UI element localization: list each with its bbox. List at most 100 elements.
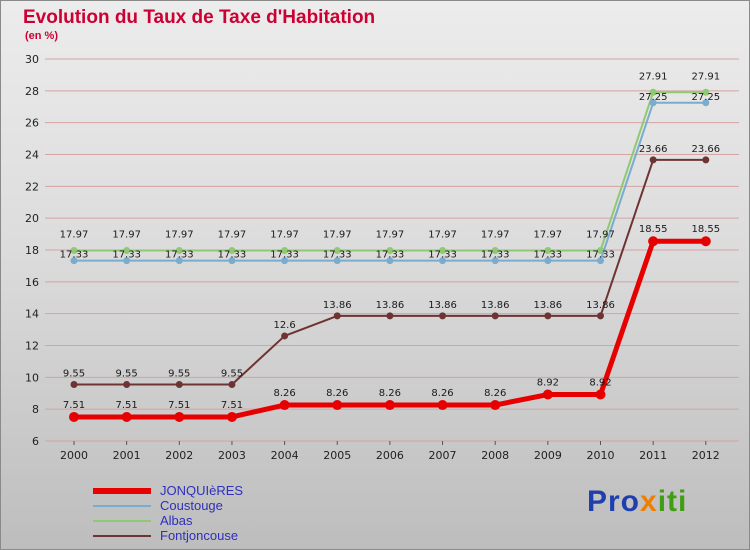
x-tick-label: 2001 — [113, 449, 141, 462]
data-point — [649, 156, 657, 164]
data-label: 17.33 — [481, 250, 510, 261]
data-point — [702, 88, 710, 96]
data-label: 9.55 — [168, 368, 190, 379]
series-line — [73, 158, 707, 386]
data-point — [384, 400, 395, 411]
x-tick-label: 2006 — [376, 449, 404, 462]
data-point — [333, 312, 341, 320]
taxe-habitation-chart: 6 8 10 12 14 16 18 20 22 24 26 28 30 2000 2001 2002 2003… — [25, 53, 739, 462]
data-label: 13.86 — [534, 300, 563, 311]
data-label: 18.55 — [691, 224, 720, 235]
y-tick-label: 14 — [25, 308, 39, 321]
data-point — [437, 400, 448, 411]
legend-swatch-albas — [93, 519, 151, 522]
data-point — [332, 400, 343, 411]
data-label: 13.86 — [376, 300, 405, 311]
x-tick-label: 2005 — [323, 449, 351, 462]
data-label: 8.26 — [326, 388, 348, 399]
data-point — [702, 156, 710, 164]
legend-item-coustouge: Coustouge — [93, 498, 243, 513]
data-point — [281, 246, 289, 254]
data-point — [490, 400, 501, 411]
data-label: 17.33 — [218, 250, 247, 261]
data-label: 18.55 — [639, 224, 668, 235]
data-point — [228, 380, 236, 388]
y-tick-label: 18 — [25, 244, 39, 257]
legend-swatch-coustouge — [93, 504, 151, 507]
legend-label: Coustouge — [160, 498, 223, 513]
data-label: 17.97 — [60, 229, 89, 240]
data-label: 17.33 — [376, 250, 405, 261]
data-label: 8.26 — [273, 388, 295, 399]
data-point — [175, 246, 183, 254]
data-label: 9.55 — [116, 368, 138, 379]
data-point — [597, 246, 604, 254]
data-label: 9.55 — [221, 368, 243, 379]
data-label: 17.97 — [112, 229, 141, 240]
legend-item-jonquieres: JONQUIèRES — [93, 483, 243, 498]
data-label: 17.33 — [534, 250, 563, 261]
y-tick-label: 6 — [32, 435, 39, 448]
data-point — [174, 411, 185, 422]
x-tick-label: 2008 — [481, 449, 509, 462]
data-point — [333, 257, 341, 265]
proxiti-logo: Proxiti — [587, 485, 687, 519]
data-label: 13.86 — [481, 300, 510, 311]
legend-label: JONQUIèRES — [160, 483, 244, 498]
data-point — [123, 257, 131, 265]
data-label: 13.86 — [323, 300, 352, 311]
data-label: 8.92 — [589, 378, 611, 389]
data-label: 17.97 — [586, 229, 615, 240]
data-point — [491, 246, 499, 254]
data-point — [281, 332, 289, 340]
data-point — [70, 257, 78, 265]
data-label: 17.33 — [428, 250, 457, 261]
data-point — [700, 236, 711, 247]
data-point — [439, 312, 447, 320]
data-label: 17.33 — [323, 250, 352, 261]
data-point — [439, 246, 447, 254]
data-label: 17.33 — [586, 250, 615, 261]
y-tick-label: 12 — [25, 340, 39, 353]
logo-part-iti: iti — [657, 485, 688, 518]
data-point — [595, 389, 606, 400]
data-point — [544, 312, 552, 320]
data-point — [702, 99, 710, 107]
data-point — [69, 411, 79, 422]
data-label: 13.86 — [586, 300, 615, 311]
chart-title: Evolution du Taux de Taxe d'Habitation — [23, 7, 376, 28]
legend-label: Fontjoncouse — [160, 528, 239, 543]
data-label: 17.97 — [323, 229, 352, 240]
x-tick-label: 2010 — [587, 449, 615, 462]
data-point — [386, 257, 394, 265]
data-point — [491, 257, 499, 265]
logo-part-x: x — [640, 485, 658, 518]
data-point — [123, 246, 131, 254]
x-tick-label: 2009 — [534, 449, 562, 462]
data-point — [175, 257, 183, 265]
data-point — [544, 246, 552, 254]
legend-item-albas: Albas — [93, 513, 243, 528]
y-tick-label: 8 — [32, 403, 39, 416]
x-tick-label: 2000 — [60, 449, 88, 462]
data-point — [649, 99, 657, 107]
x-tick-label: 2012 — [692, 449, 720, 462]
data-label: 17.33 — [270, 250, 299, 261]
x-tick-label: 2007 — [429, 449, 457, 462]
legend-item-fontjoncouse: Fontjoncouse — [93, 528, 243, 543]
data-label: 7.51 — [63, 400, 85, 411]
logo-part-pro: Pro — [587, 485, 641, 518]
data-point — [226, 411, 237, 422]
data-label: 9.55 — [63, 368, 85, 379]
legend-label: Albas — [160, 513, 193, 528]
data-label: 23.66 — [691, 144, 720, 155]
legend-swatch-fontjoncouse — [93, 534, 151, 537]
data-point — [70, 380, 78, 388]
data-label: 17.97 — [376, 229, 405, 240]
x-tick-label: 2002 — [165, 449, 193, 462]
legend-swatch-jonquieres — [93, 487, 151, 494]
data-label: 23.66 — [639, 144, 668, 155]
data-point — [542, 389, 553, 400]
data-label: 17.33 — [165, 250, 194, 261]
x-tick-label: 2011 — [639, 449, 667, 462]
